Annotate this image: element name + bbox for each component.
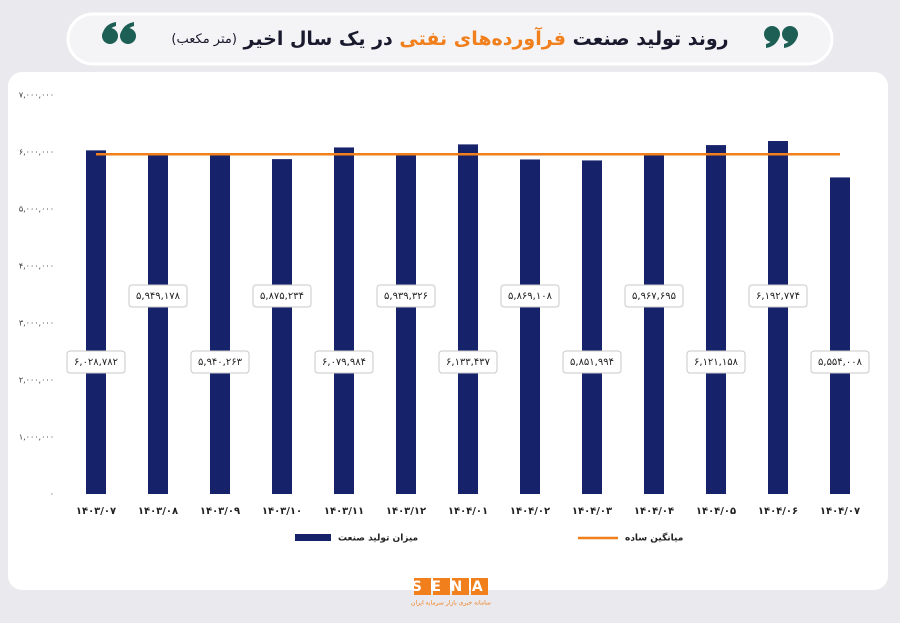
x-tick-label: ۱۴۰۳/۰۹ bbox=[200, 506, 240, 517]
title-part: در یک سال اخیر bbox=[243, 28, 393, 50]
bar bbox=[830, 177, 850, 494]
bar bbox=[86, 150, 106, 494]
value-label-box bbox=[252, 284, 312, 308]
value-label: ۶,۰۷۹,۹۸۴ bbox=[322, 357, 366, 368]
bar bbox=[706, 145, 726, 494]
value-label: ۵,۹۴۰,۲۶۳ bbox=[198, 357, 243, 368]
y-tick-label: ۵,۰۰۰,۰۰۰ bbox=[19, 205, 54, 214]
bar bbox=[396, 155, 416, 494]
legend-label: میزان تولید صنعت bbox=[338, 534, 418, 544]
bar bbox=[644, 153, 664, 495]
title-part: روند تولید صنعت bbox=[573, 28, 729, 50]
bar bbox=[768, 141, 788, 494]
bar bbox=[520, 159, 540, 494]
bar bbox=[148, 154, 168, 494]
y-tick-label: ۰ bbox=[50, 490, 54, 499]
bar bbox=[334, 147, 354, 494]
bar bbox=[272, 159, 292, 494]
value-label-box bbox=[624, 284, 684, 308]
x-tick-label: ۱۴۰۴/۰۱ bbox=[448, 506, 488, 517]
quote-left bbox=[102, 22, 136, 44]
logo-text: SENA bbox=[412, 579, 493, 595]
x-tick-label: ۱۴۰۳/۱۲ bbox=[386, 506, 426, 517]
title-highlight: فرآورده‌های نفتی bbox=[399, 26, 566, 50]
value-label: ۵,۹۴۹,۱۷۸ bbox=[136, 291, 181, 302]
value-label: ۵,۸۶۹,۱۰۸ bbox=[508, 291, 553, 302]
bar bbox=[210, 155, 230, 494]
y-tick-label: ۱,۰۰۰,۰۰۰ bbox=[19, 433, 54, 442]
value-label: ۵,۸۷۵,۲۳۴ bbox=[260, 291, 304, 302]
x-tick-label: ۱۴۰۴/۰۶ bbox=[758, 506, 798, 517]
x-tick-label: ۱۴۰۳/۱۰ bbox=[262, 506, 302, 517]
value-label-box bbox=[190, 350, 250, 374]
value-label: ۵,۹۶۷,۶۹۵ bbox=[632, 291, 676, 302]
legend-label: میانگین ساده bbox=[625, 532, 683, 544]
value-label: ۶,۰۲۸,۷۸۲ bbox=[74, 357, 118, 368]
quote-right bbox=[764, 26, 798, 48]
x-tick-label: ۱۴۰۴/۰۴ bbox=[634, 506, 674, 517]
value-label-box bbox=[438, 350, 498, 374]
y-tick-label: ۲,۰۰۰,۰۰۰ bbox=[19, 376, 54, 385]
value-label: ۶,۱۳۳,۴۳۷ bbox=[446, 357, 491, 368]
value-label-box bbox=[314, 350, 374, 374]
x-tick-label: ۱۴۰۴/۰۲ bbox=[510, 506, 550, 517]
title-pill bbox=[66, 12, 834, 66]
legend-swatch bbox=[295, 534, 331, 541]
value-label-box bbox=[128, 284, 188, 308]
value-label-box bbox=[500, 284, 560, 308]
value-label: ۵,۵۵۴,۰۰۸ bbox=[818, 357, 863, 368]
chart-title: روند تولید صنعت فرآورده‌های نفتی در یک س… bbox=[171, 26, 728, 50]
value-label-box bbox=[66, 350, 126, 374]
value-label-box bbox=[562, 350, 622, 374]
value-label: ۶,۱۹۲,۷۷۴ bbox=[756, 291, 800, 302]
value-label: ۵,۸۵۱,۹۹۴ bbox=[570, 357, 614, 368]
title-unit: (متر مکعب) bbox=[171, 32, 237, 47]
logo-tagline: سامانه خبری بازار سرمایه ایران bbox=[411, 600, 491, 607]
value-label-box bbox=[810, 350, 870, 374]
y-tick-label: ۶,۰۰۰,۰۰۰ bbox=[19, 148, 54, 157]
y-tick-label: ۷,۰۰۰,۰۰۰ bbox=[19, 91, 54, 100]
y-tick-label: ۳,۰۰۰,۰۰۰ bbox=[19, 319, 54, 328]
x-tick-label: ۱۴۰۳/۱۱ bbox=[324, 506, 364, 517]
bar bbox=[582, 160, 602, 494]
value-label-box bbox=[686, 350, 746, 374]
value-label-box bbox=[748, 284, 808, 308]
value-label: ۵,۹۳۹,۳۲۶ bbox=[384, 291, 428, 302]
bar bbox=[458, 144, 478, 494]
x-tick-label: ۱۴۰۴/۰۷ bbox=[820, 506, 860, 517]
logo: SENA سامانه خبری بازار سرمایه ایران bbox=[411, 578, 493, 607]
y-tick-label: ۴,۰۰۰,۰۰۰ bbox=[19, 262, 54, 271]
value-label-box bbox=[376, 284, 436, 308]
value-label: ۶,۱۲۱,۱۵۸ bbox=[694, 357, 739, 368]
x-tick-label: ۱۴۰۴/۰۵ bbox=[696, 506, 736, 517]
x-tick-label: ۱۴۰۴/۰۳ bbox=[572, 506, 612, 517]
x-tick-label: ۱۴۰۳/۰۸ bbox=[138, 506, 178, 517]
x-tick-label: ۱۴۰۳/۰۷ bbox=[76, 506, 116, 517]
